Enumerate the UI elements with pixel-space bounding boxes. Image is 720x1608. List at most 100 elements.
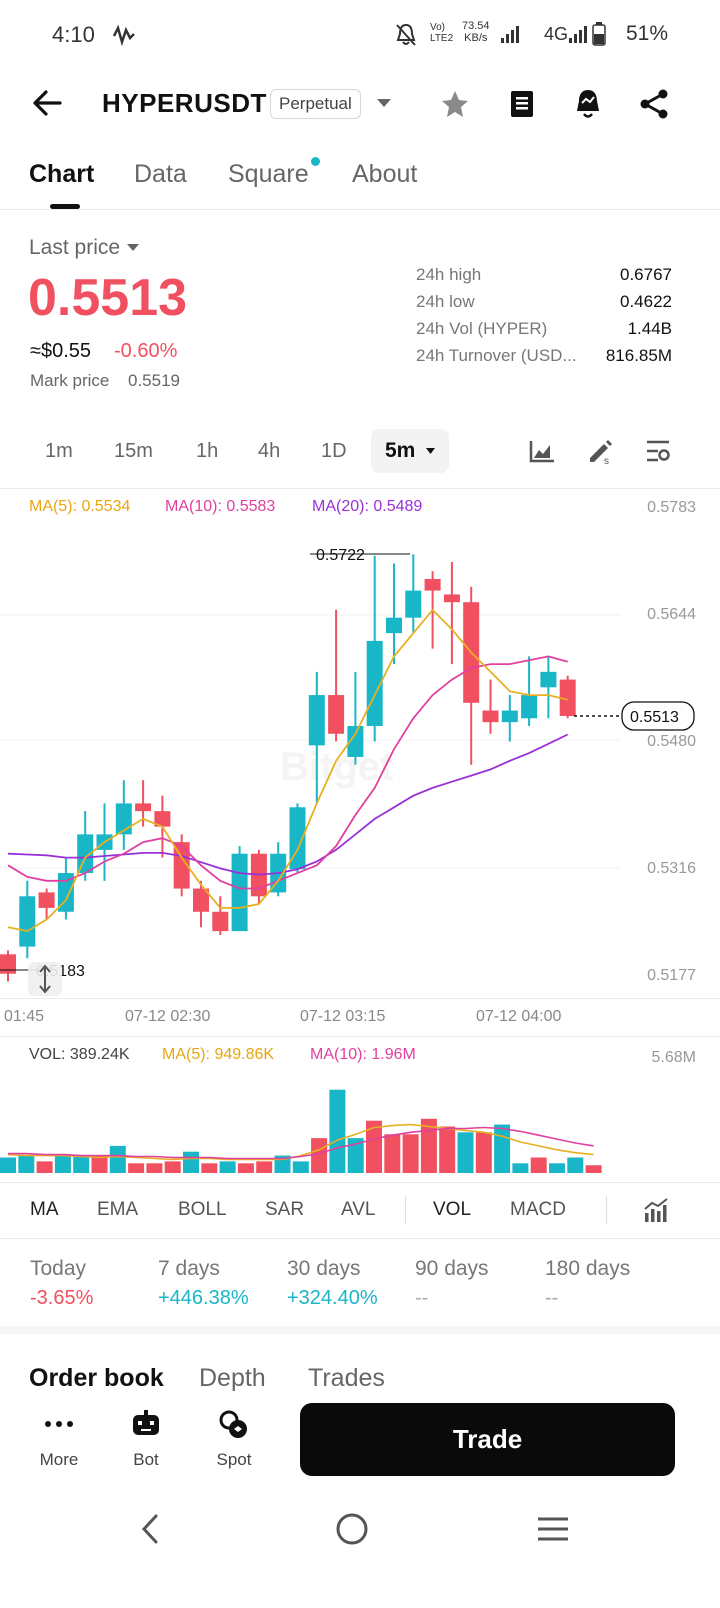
- volume-bar: [18, 1155, 35, 1173]
- stat-row: 24h high 0.6767: [416, 261, 672, 288]
- perf-label-30d: 30 days: [287, 1257, 361, 1280]
- indicator-macd[interactable]: MACD: [510, 1199, 566, 1220]
- bot-label[interactable]: Bot: [133, 1450, 159, 1469]
- stat-label: 24h high: [416, 264, 482, 284]
- volume-bar: [292, 1161, 309, 1173]
- notebook-icon[interactable]: [508, 89, 536, 119]
- last-price-selector[interactable]: Last price: [29, 236, 140, 260]
- trade-button[interactable]: Trade: [300, 1403, 675, 1476]
- last-price-value: 0.5513: [28, 269, 188, 327]
- ma5-line: [7, 608, 568, 933]
- chart-type-icon[interactable]: [528, 438, 556, 464]
- tab-square[interactable]: Square: [228, 160, 309, 188]
- interval-5m-selected[interactable]: 5m: [371, 429, 449, 473]
- perf-value-30d: +324.40%: [287, 1287, 378, 1309]
- price-axis-tick: 0.5644: [647, 606, 696, 623]
- current-price-tag-box: [621, 701, 695, 731]
- expand-handle[interactable]: [28, 962, 62, 996]
- interval-1m[interactable]: 1m: [45, 440, 73, 462]
- activity-icon: [112, 24, 135, 46]
- volume-bar: [164, 1161, 181, 1173]
- perf-value-7d: +446.38%: [158, 1287, 249, 1309]
- caret-down-icon: [127, 244, 140, 251]
- tab-chart[interactable]: Chart: [29, 160, 95, 188]
- candle-body: [135, 803, 152, 812]
- volume-ma5-line: [7, 1123, 594, 1161]
- nav-recents-icon[interactable]: [536, 1514, 570, 1544]
- ma10-legend: MA(10): 0.5583: [165, 498, 276, 515]
- stat-label: 24h low: [416, 291, 475, 311]
- divider: [0, 998, 720, 999]
- stat-value: 1.44B: [627, 318, 672, 338]
- perf-label-today: Today: [30, 1257, 87, 1280]
- indicator-settings-icon[interactable]: [642, 1197, 670, 1225]
- stat-value: 816.85M: [605, 345, 672, 365]
- volume-bar: [585, 1165, 602, 1173]
- ma5-legend: MA(5): 0.5534: [29, 498, 131, 515]
- volume-bar: [183, 1151, 199, 1173]
- chevron-down-icon[interactable]: [376, 97, 392, 109]
- tab-depth[interactable]: Depth: [199, 1364, 266, 1392]
- indicator-avl[interactable]: AVL: [341, 1199, 376, 1220]
- high-marker: 0.5722: [316, 547, 365, 564]
- back-arrow-icon[interactable]: [32, 88, 64, 118]
- indicator-ma[interactable]: MA: [30, 1199, 59, 1220]
- price-axis-tick: 0.5177: [647, 967, 696, 984]
- indicator-ema[interactable]: EMA: [97, 1199, 139, 1220]
- candle-body: [540, 671, 557, 688]
- more-icon[interactable]: [44, 1418, 74, 1430]
- volume-ma10-line: [8, 1126, 594, 1160]
- tab-order-book[interactable]: Order book: [29, 1364, 164, 1392]
- stat-row: 24h Turnover (USD... 816.85M: [416, 342, 672, 369]
- tab-about[interactable]: About: [352, 160, 418, 188]
- volume-axis-max: 5.68M: [651, 1049, 696, 1066]
- spot-icon[interactable]: [218, 1409, 250, 1441]
- time-axis-tick: 07-12 04:00: [476, 1008, 562, 1025]
- interval-1d[interactable]: 1D: [321, 440, 347, 462]
- star-icon[interactable]: [440, 89, 470, 119]
- perf-label-7d: 7 days: [158, 1257, 220, 1280]
- nav-back-icon[interactable]: [136, 1512, 164, 1546]
- network-type: 4G: [544, 24, 569, 44]
- drawing-tools-icon[interactable]: s: [586, 436, 614, 466]
- volume-bar: [91, 1155, 108, 1173]
- indicator-boll[interactable]: BOLL: [178, 1199, 227, 1220]
- interval-15m[interactable]: 15m: [114, 440, 153, 462]
- contract-type-badge: Perpetual: [270, 89, 361, 119]
- share-icon[interactable]: [638, 88, 670, 120]
- mark-price-label: Mark price: [30, 371, 110, 390]
- perf-label-180d: 180 days: [545, 1257, 631, 1280]
- volume-bar: [475, 1132, 492, 1173]
- more-label[interactable]: More: [39, 1450, 79, 1469]
- tab-data[interactable]: Data: [134, 160, 187, 188]
- volume-bar: [54, 1155, 71, 1173]
- volte-indicator: Vo) LTE2: [430, 22, 454, 44]
- bot-icon[interactable]: [130, 1410, 162, 1438]
- volume-bar: [0, 1157, 16, 1173]
- indicator-vol[interactable]: VOL: [433, 1199, 472, 1220]
- perf-label-90d: 90 days: [415, 1257, 489, 1280]
- price-alert-bell-icon[interactable]: [572, 87, 604, 121]
- tab-trades[interactable]: Trades: [308, 1364, 385, 1392]
- spot-label[interactable]: Spot: [216, 1450, 252, 1469]
- candlestick-chart[interactable]: Bitget 0.5722 0.5183 0.5513: [0, 490, 720, 1000]
- symbol-title[interactable]: HYPERUSDT: [102, 88, 267, 118]
- svg-text:s: s: [604, 456, 609, 466]
- interval-1h[interactable]: 1h: [196, 440, 219, 462]
- chart-settings-icon[interactable]: [644, 438, 672, 464]
- divider: [0, 209, 720, 210]
- volume-bar: [567, 1157, 584, 1173]
- ma10-line: [7, 655, 568, 890]
- volume-bar: [439, 1126, 456, 1173]
- nav-home-icon[interactable]: [334, 1511, 370, 1547]
- indicator-sar[interactable]: SAR: [265, 1199, 305, 1220]
- volume-bar: [384, 1134, 401, 1173]
- divider: [0, 1182, 720, 1183]
- candle-body: [559, 679, 576, 716]
- interval-4h[interactable]: 4h: [258, 440, 281, 462]
- notification-dot: [311, 157, 320, 166]
- candle-body: [289, 807, 306, 870]
- time-axis-tick: 07-12 03:15: [300, 1008, 386, 1025]
- volume-bar: [457, 1132, 474, 1173]
- volume-bar: [494, 1124, 511, 1173]
